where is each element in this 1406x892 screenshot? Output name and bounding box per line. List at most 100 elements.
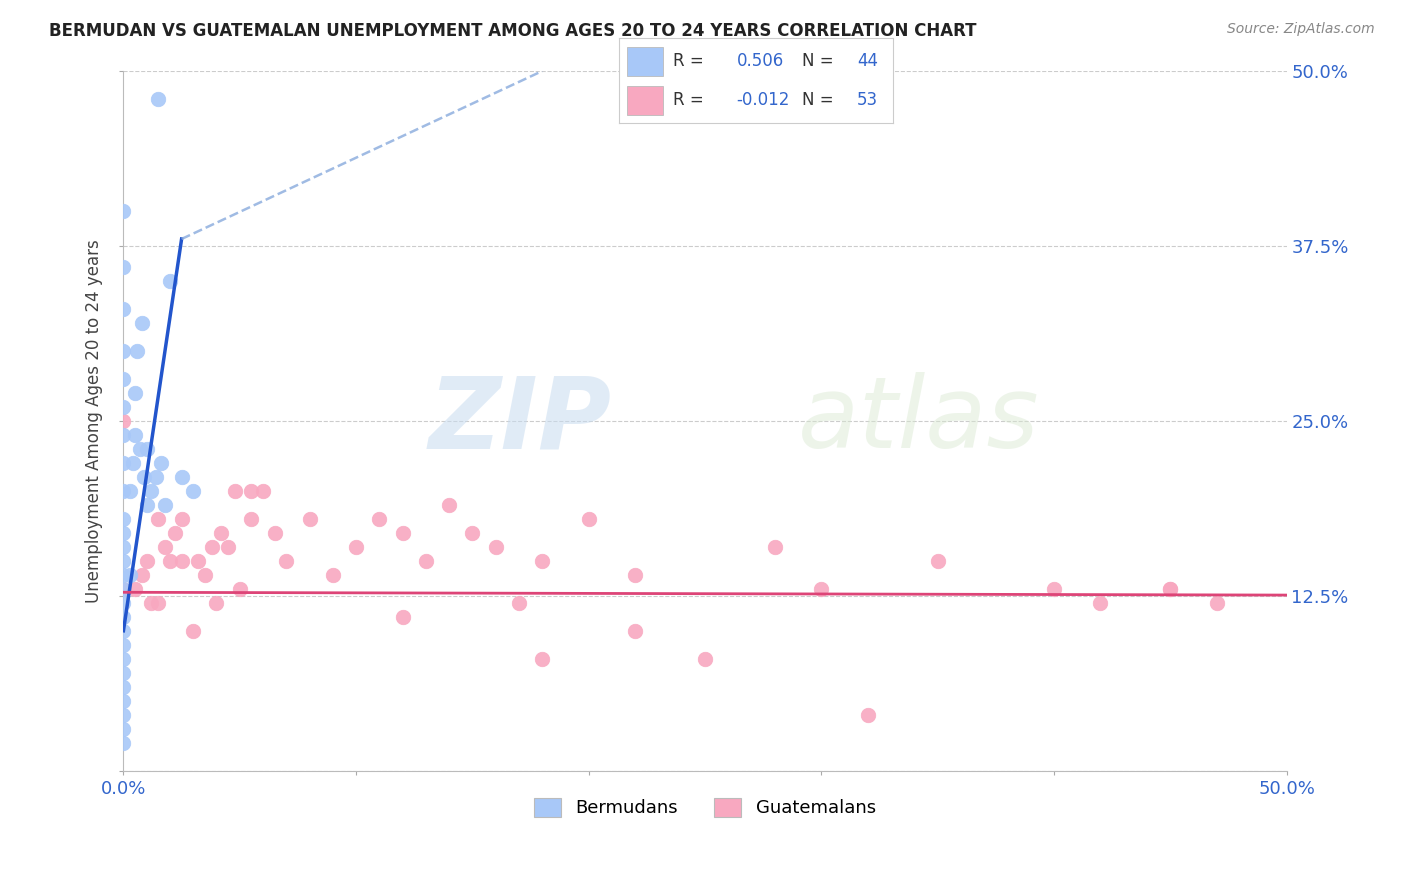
Point <box>145 470 167 484</box>
Point <box>148 92 170 106</box>
Point <box>415 554 437 568</box>
Point <box>112 428 135 442</box>
Point <box>112 694 135 708</box>
Point <box>148 596 170 610</box>
Point <box>209 525 232 540</box>
Bar <box>627 86 662 114</box>
Point <box>856 707 879 722</box>
Point <box>112 665 135 680</box>
Point <box>531 554 554 568</box>
Point <box>240 483 263 498</box>
Point <box>485 540 508 554</box>
Text: atlas: atlas <box>799 372 1039 469</box>
Point <box>112 707 135 722</box>
Bar <box>627 47 662 76</box>
Point <box>298 512 321 526</box>
Point <box>112 204 135 219</box>
Text: Source: ZipAtlas.com: Source: ZipAtlas.com <box>1227 22 1375 37</box>
Point <box>263 525 285 540</box>
Point <box>187 554 209 568</box>
Point <box>112 582 135 596</box>
Text: N =: N = <box>803 53 839 70</box>
Point <box>159 274 181 288</box>
Text: R =: R = <box>673 53 710 70</box>
Text: ZIP: ZIP <box>429 372 612 469</box>
Point <box>170 470 193 484</box>
Point <box>927 554 949 568</box>
Text: BERMUDAN VS GUATEMALAN UNEMPLOYMENT AMONG AGES 20 TO 24 YEARS CORRELATION CHART: BERMUDAN VS GUATEMALAN UNEMPLOYMENT AMON… <box>49 22 977 40</box>
Point <box>112 624 135 638</box>
Point <box>112 525 135 540</box>
Point <box>810 582 832 596</box>
Text: N =: N = <box>803 91 839 109</box>
Point <box>391 525 413 540</box>
Point <box>112 414 135 428</box>
Point <box>181 483 204 498</box>
Point <box>112 512 135 526</box>
Point <box>112 652 135 666</box>
Text: 0.506: 0.506 <box>737 53 783 70</box>
Point <box>240 512 263 526</box>
Point <box>1159 582 1181 596</box>
Point <box>1043 582 1066 596</box>
Point <box>112 567 135 582</box>
Point <box>170 554 193 568</box>
Point <box>163 525 186 540</box>
Point <box>229 582 252 596</box>
Point <box>155 540 177 554</box>
Point <box>112 372 135 386</box>
Point <box>112 638 135 652</box>
Point <box>217 540 239 554</box>
Point <box>120 483 142 498</box>
Point <box>131 567 153 582</box>
Point <box>437 498 460 512</box>
Point <box>127 343 149 358</box>
Point <box>461 525 484 540</box>
Point <box>112 680 135 694</box>
Point <box>149 456 172 470</box>
Point <box>368 512 391 526</box>
Point <box>693 652 716 666</box>
Point <box>112 540 135 554</box>
Point <box>1159 582 1181 596</box>
Point <box>135 498 157 512</box>
Point <box>134 470 156 484</box>
Point <box>121 456 143 470</box>
Point <box>112 301 135 316</box>
Text: R =: R = <box>673 91 710 109</box>
Point <box>205 596 228 610</box>
Point <box>624 624 647 638</box>
Point <box>181 624 204 638</box>
Point <box>148 512 170 526</box>
Text: -0.012: -0.012 <box>737 91 790 109</box>
Point <box>120 567 142 582</box>
Point <box>322 567 344 582</box>
Text: 53: 53 <box>858 91 879 109</box>
Point <box>170 512 193 526</box>
Point <box>391 609 413 624</box>
Point <box>112 722 135 736</box>
Text: 44: 44 <box>858 53 879 70</box>
Point <box>131 316 153 330</box>
Point <box>112 736 135 750</box>
Point <box>201 540 224 554</box>
Point <box>124 385 146 400</box>
Point <box>112 554 135 568</box>
Legend: Bermudans, Guatemalans: Bermudans, Guatemalans <box>527 791 883 824</box>
Point <box>135 554 157 568</box>
Point <box>124 428 146 442</box>
Point <box>112 483 135 498</box>
Point <box>112 596 135 610</box>
Point <box>112 260 135 274</box>
Point <box>276 554 298 568</box>
Point <box>1205 596 1227 610</box>
Point <box>112 343 135 358</box>
Point <box>194 567 217 582</box>
Point <box>112 400 135 414</box>
Point <box>252 483 274 498</box>
Point <box>159 554 181 568</box>
Point <box>624 567 647 582</box>
Point <box>1090 596 1112 610</box>
Point <box>112 609 135 624</box>
Point <box>508 596 530 610</box>
